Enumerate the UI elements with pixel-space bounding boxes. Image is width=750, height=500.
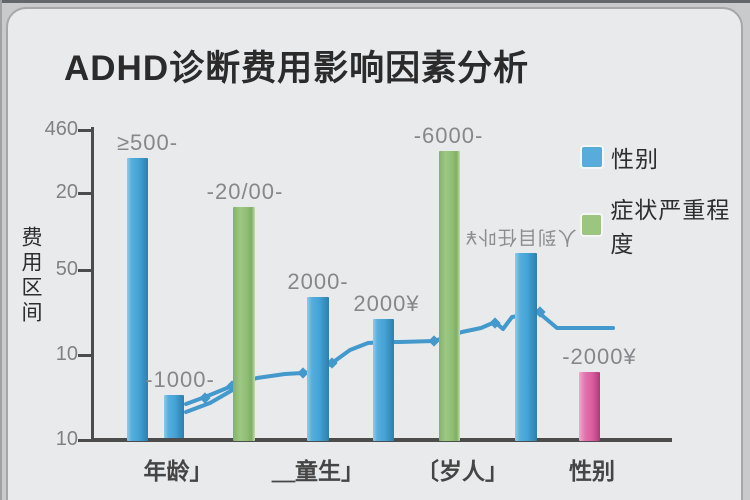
legend-swatch-icon bbox=[582, 147, 602, 167]
x-axis-label: 年龄」 bbox=[143, 458, 213, 484]
y-axis-line bbox=[91, 127, 94, 441]
bar-性别-3 bbox=[307, 297, 329, 441]
y-axis-title: 费用区间 bbox=[19, 226, 42, 326]
y-tick-mark bbox=[78, 439, 93, 442]
bar-value-label: -2000¥ bbox=[562, 344, 637, 369]
legend-swatch-icon bbox=[582, 215, 602, 235]
bar-value-label: -1000- bbox=[145, 367, 215, 392]
legend-label: 性别 bbox=[611, 146, 659, 172]
chart-title: ADHD诊断费用影响因素分析 bbox=[64, 49, 530, 88]
x-axis-label: ＿童生」 bbox=[272, 458, 364, 484]
bar-value-label: -6000- bbox=[413, 123, 484, 148]
bar-性别-1 bbox=[164, 395, 184, 441]
bar-value-label: -20/00- bbox=[206, 179, 284, 204]
y-tick-mark bbox=[78, 192, 93, 195]
y-tick-label: 460 bbox=[44, 118, 78, 140]
y-tick-label: 10 bbox=[55, 428, 78, 450]
y-tick-mark bbox=[78, 129, 93, 132]
bar-value-label: 2000¥ bbox=[353, 291, 420, 316]
bar-性别-0 bbox=[127, 158, 148, 441]
legend-label: 症状严重程度 bbox=[610, 197, 731, 257]
y-tick-label: 50 bbox=[55, 258, 78, 280]
y-tick-label: 20 bbox=[55, 181, 78, 203]
photo-left-edge bbox=[0, 0, 2, 500]
legend-item-severity: 症状严重程度 bbox=[582, 191, 750, 259]
legend: 性别 症状严重程度 bbox=[582, 140, 750, 276]
x-axis-label: 〔岁人」 bbox=[416, 458, 508, 484]
legend-item-gender: 性别 bbox=[582, 140, 750, 174]
bar-value-label: 2000- bbox=[287, 269, 349, 294]
bar-性别-4 bbox=[373, 319, 394, 441]
photo-top-edge bbox=[0, 0, 750, 3]
y-tick-mark bbox=[78, 269, 93, 272]
bar-value-label: ≥500- bbox=[116, 130, 179, 155]
bar-value-label: 人到目任卟¥ bbox=[465, 226, 577, 247]
bar-症状严重程度-2 bbox=[233, 207, 255, 441]
x-axis-label: 性别 bbox=[569, 458, 615, 484]
bar-性别-7 bbox=[579, 372, 600, 441]
y-tick-mark bbox=[78, 354, 93, 357]
y-tick-label: 10 bbox=[55, 343, 78, 365]
